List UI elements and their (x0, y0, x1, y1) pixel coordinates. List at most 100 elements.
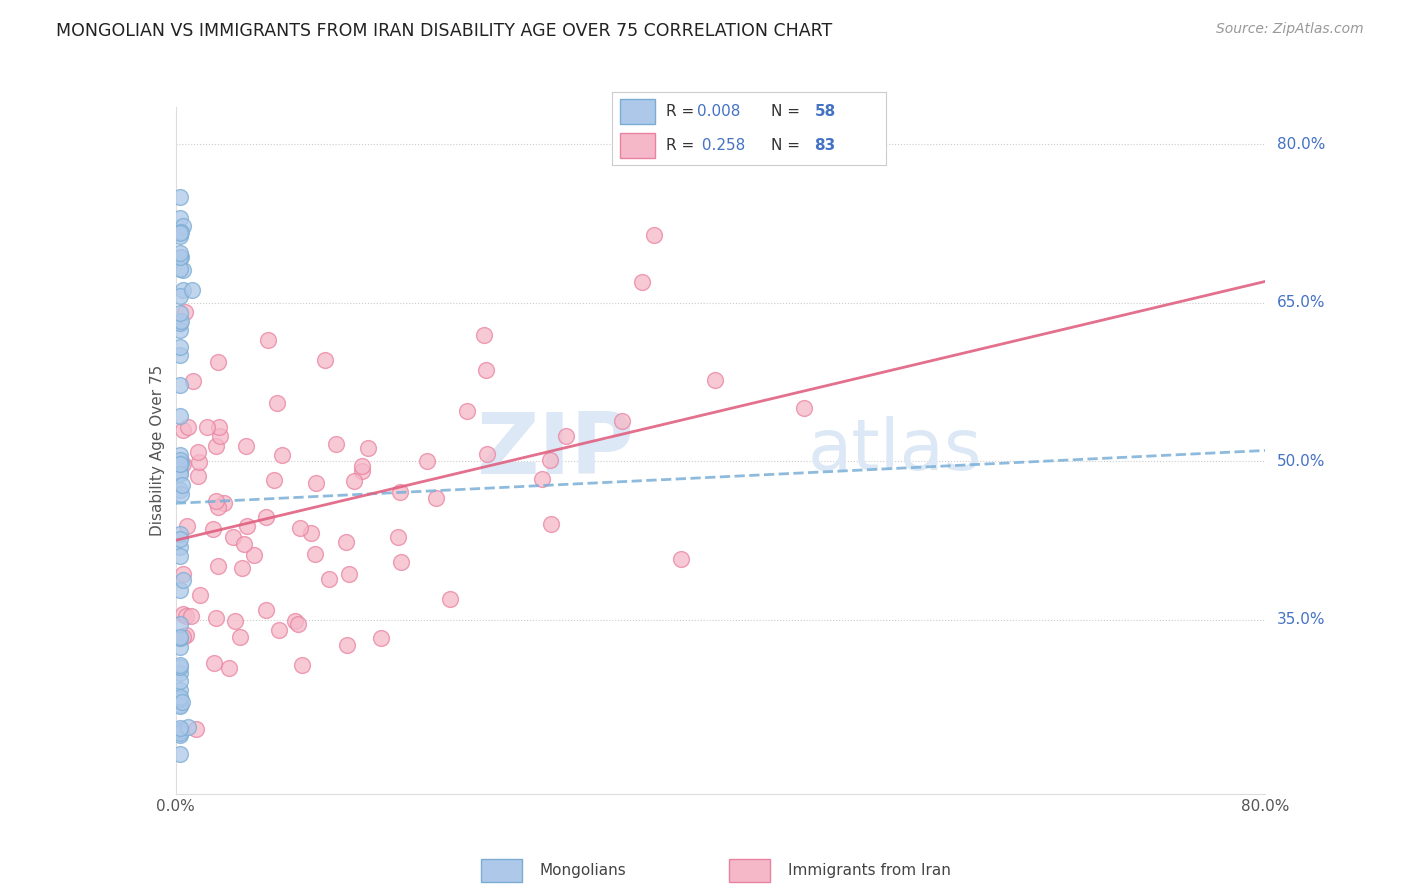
Point (169, 690, 191, 705)
Point (207, 559, 229, 574)
Point (173, 305, 195, 319)
Point (242, 548, 264, 562)
Point (170, 250, 193, 264)
Point (169, 616, 191, 631)
Point (207, 355, 229, 369)
Point (169, 226, 191, 240)
Text: Source: ZipAtlas.com: Source: ZipAtlas.com (1216, 22, 1364, 37)
Point (610, 414, 633, 428)
Point (271, 448, 294, 462)
Point (169, 630, 191, 644)
Point (169, 306, 191, 320)
Point (174, 627, 197, 641)
Point (170, 487, 193, 501)
Point (180, 283, 202, 297)
Point (169, 659, 191, 673)
Point (554, 428, 576, 442)
Text: 80.0%: 80.0% (1277, 136, 1324, 152)
Text: atlas: atlas (807, 416, 983, 485)
Point (475, 447, 498, 461)
Point (356, 441, 378, 455)
Point (325, 437, 347, 451)
Point (169, 674, 191, 689)
Point (169, 211, 191, 226)
Text: R =: R = (666, 137, 700, 153)
Point (172, 630, 194, 644)
Bar (728, 859, 770, 882)
Point (387, 530, 409, 544)
Point (643, 228, 665, 243)
Text: Mongolians: Mongolians (540, 863, 627, 878)
Point (169, 683, 191, 698)
Text: N =: N = (770, 104, 804, 120)
Point (269, 624, 291, 638)
Point (170, 314, 193, 328)
Point (180, 609, 202, 624)
Point (214, 496, 236, 510)
Point (439, 592, 461, 607)
Point (305, 475, 328, 490)
Point (172, 695, 194, 709)
Point (337, 567, 360, 582)
Point (169, 723, 191, 738)
Text: 50.0%: 50.0% (1277, 453, 1324, 468)
Point (177, 720, 200, 734)
Point (335, 535, 357, 549)
Point (314, 353, 336, 368)
Point (169, 747, 191, 761)
Point (169, 698, 191, 712)
Point (169, 549, 191, 564)
Point (170, 456, 193, 470)
Text: R =: R = (666, 104, 700, 120)
Text: 65.0%: 65.0% (1277, 295, 1324, 310)
Point (218, 661, 240, 675)
Point (169, 457, 191, 471)
Point (304, 547, 326, 561)
Point (235, 438, 257, 452)
Point (172, 607, 194, 621)
Point (169, 657, 191, 672)
Point (169, 448, 191, 462)
Point (181, 374, 204, 388)
Point (388, 485, 411, 500)
Point (170, 225, 193, 239)
Point (172, 263, 194, 277)
Point (205, 494, 228, 508)
Text: 58: 58 (814, 104, 835, 120)
Point (169, 723, 191, 738)
Point (169, 725, 191, 739)
Bar (481, 859, 522, 882)
Point (205, 440, 228, 454)
Text: N =: N = (770, 137, 804, 153)
Point (188, 455, 211, 469)
Point (169, 532, 191, 546)
Point (205, 611, 228, 625)
Point (631, 275, 654, 289)
Point (335, 638, 357, 652)
Text: 83: 83 (814, 137, 835, 153)
Point (169, 246, 191, 260)
Bar (620, 133, 655, 158)
Point (287, 617, 309, 632)
Point (254, 510, 277, 524)
Point (207, 500, 229, 514)
Point (370, 631, 392, 645)
Point (703, 373, 725, 387)
Point (169, 467, 191, 481)
Point (169, 322, 191, 336)
Point (389, 555, 412, 569)
Point (174, 608, 197, 623)
Point (202, 657, 225, 671)
Point (540, 516, 562, 531)
Point (169, 582, 191, 597)
Point (266, 396, 288, 410)
Text: Immigrants from Iran: Immigrants from Iran (787, 863, 950, 878)
Point (291, 657, 314, 672)
Text: 35.0%: 35.0% (1277, 612, 1324, 627)
Point (169, 251, 191, 265)
Text: 0.258: 0.258 (696, 137, 745, 153)
Point (530, 472, 553, 486)
Point (284, 614, 307, 628)
Point (169, 340, 191, 354)
Point (172, 566, 194, 581)
